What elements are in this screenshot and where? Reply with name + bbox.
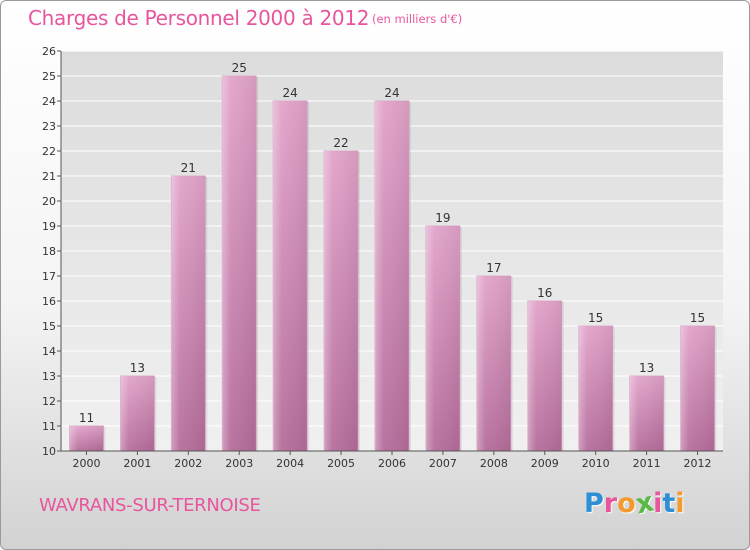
logo-letter: i bbox=[675, 488, 685, 519]
bar-2000 bbox=[69, 425, 106, 452]
x-tick-label: 2010 bbox=[582, 457, 610, 470]
bar-2001 bbox=[119, 375, 157, 452]
y-tick-label: 10 bbox=[42, 445, 56, 458]
value-label: 15 bbox=[588, 311, 603, 325]
x-tick-label: 2007 bbox=[429, 457, 457, 470]
y-tick-label: 18 bbox=[42, 245, 56, 258]
bar-2012 bbox=[680, 325, 717, 452]
y-axis-labels: 10 11 12 13 14 15 16 17 18 19 20 21 22 23 24 25 26 bbox=[42, 45, 61, 458]
y-tick-label: 19 bbox=[42, 220, 56, 233]
y-tick-label: 22 bbox=[42, 145, 56, 158]
y-tick-label: 26 bbox=[42, 45, 56, 58]
bar-2005 bbox=[323, 150, 361, 452]
bar-highlight bbox=[120, 376, 155, 451]
value-label: 22 bbox=[333, 136, 348, 150]
y-tick-label: 15 bbox=[42, 320, 56, 333]
x-tick-label: 2012 bbox=[684, 457, 712, 470]
bars bbox=[69, 75, 717, 452]
bar-2004 bbox=[272, 100, 310, 452]
logo-letter: i bbox=[653, 488, 663, 519]
value-label: 25 bbox=[232, 61, 247, 75]
town-name: WAVRANS-SUR-TERNOISE bbox=[39, 495, 261, 516]
logo-letter: P bbox=[584, 488, 604, 519]
x-tick-label: 2006 bbox=[378, 457, 406, 470]
bar-2008 bbox=[476, 275, 513, 452]
bar-highlight bbox=[222, 76, 257, 451]
bar-2002 bbox=[170, 175, 208, 452]
bar-highlight bbox=[69, 426, 104, 451]
bar-highlight bbox=[527, 301, 562, 451]
x-tick-label: 2005 bbox=[327, 457, 355, 470]
y-tick-label: 20 bbox=[42, 195, 56, 208]
y-tick-label: 11 bbox=[42, 420, 56, 433]
value-label: 13 bbox=[130, 361, 145, 375]
bar-2009 bbox=[527, 300, 564, 452]
unit-note: (en milliers d'€) bbox=[372, 12, 463, 26]
y-tick-label: 21 bbox=[42, 170, 56, 183]
x-tick-label: 2003 bbox=[225, 457, 253, 470]
x-axis-labels: 2000 2001 2002 2003 2004 2005 2006 2007 2008 2009… bbox=[72, 451, 712, 470]
bar-highlight bbox=[171, 176, 206, 451]
value-label: 24 bbox=[283, 86, 298, 100]
logo-letter: o bbox=[617, 488, 636, 519]
x-tick-label: 2008 bbox=[480, 457, 508, 470]
x-tick-label: 2011 bbox=[633, 457, 661, 470]
bar-highlight bbox=[680, 326, 715, 451]
logo-letter: r bbox=[603, 488, 618, 519]
value-label: 21 bbox=[181, 161, 196, 175]
bar-2011 bbox=[629, 375, 666, 452]
x-tick-label: 2000 bbox=[72, 457, 100, 470]
y-tick-label: 17 bbox=[42, 270, 56, 283]
bar-highlight bbox=[324, 151, 359, 451]
x-tick-label: 2009 bbox=[531, 457, 559, 470]
bar-2003 bbox=[221, 75, 259, 452]
value-label: 15 bbox=[690, 311, 705, 325]
bar-highlight bbox=[476, 276, 511, 451]
y-tick-label: 13 bbox=[42, 370, 56, 383]
value-label: 19 bbox=[435, 211, 450, 225]
bar-2010 bbox=[578, 325, 615, 452]
value-label: 17 bbox=[486, 261, 501, 275]
chart-title: Charges de Personnel 2000 à 2012 bbox=[28, 6, 370, 30]
y-tick-label: 25 bbox=[42, 70, 56, 83]
bar-highlight bbox=[273, 101, 308, 451]
value-labels: 11 13 21 25 24 22 24 19 17 16 15 13 15 bbox=[79, 61, 705, 425]
y-tick-label: 14 bbox=[42, 345, 56, 358]
bar-highlight bbox=[425, 226, 460, 451]
proxiti-logo: Proxiti bbox=[584, 487, 685, 521]
value-label: 13 bbox=[639, 361, 654, 375]
bar-2007 bbox=[425, 225, 462, 452]
bar-2006 bbox=[374, 100, 411, 452]
y-tick-label: 12 bbox=[42, 395, 56, 408]
value-label: 24 bbox=[384, 86, 399, 100]
y-tick-label: 24 bbox=[42, 95, 56, 108]
bar-highlight bbox=[375, 101, 409, 451]
x-tick-label: 2002 bbox=[174, 457, 202, 470]
value-label: 16 bbox=[537, 286, 552, 300]
value-label: 11 bbox=[79, 411, 94, 425]
x-tick-label: 2004 bbox=[276, 457, 304, 470]
bar-highlight bbox=[578, 326, 613, 451]
x-tick-label: 2001 bbox=[123, 457, 151, 470]
logo-letter: t bbox=[662, 488, 676, 519]
y-tick-label: 16 bbox=[42, 295, 56, 308]
y-tick-label: 23 bbox=[42, 120, 56, 133]
bar-highlight bbox=[629, 376, 664, 451]
